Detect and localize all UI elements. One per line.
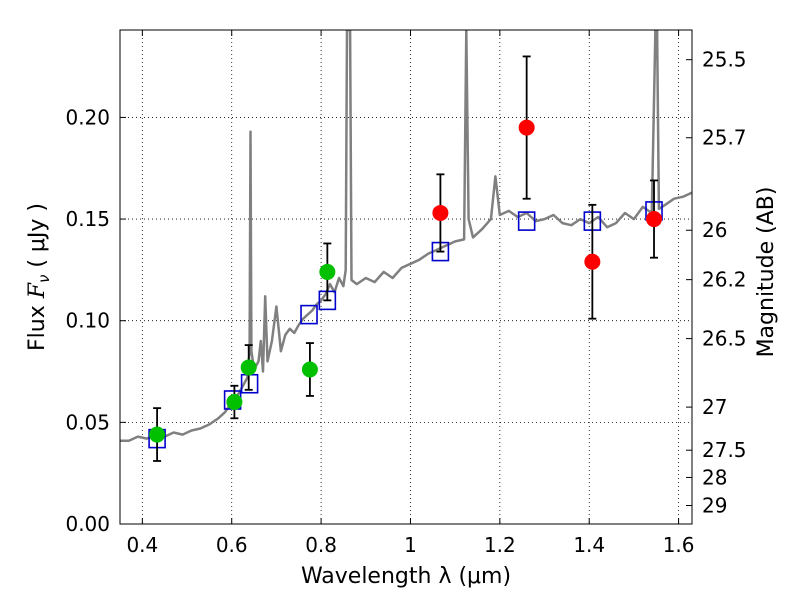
y2-tick-label: 27 <box>702 395 727 419</box>
y-label-symbol: F <box>25 282 50 299</box>
x-tick-label: 0.8 <box>305 533 337 557</box>
y2-tick-label: 27.5 <box>702 438 747 462</box>
y-tick-label: 0.10 <box>65 309 110 333</box>
x-axis-label: Wavelength λ (μm) <box>301 564 511 589</box>
y-label-unit: ( μJy ) <box>25 203 50 275</box>
spectrum-layer <box>120 30 692 442</box>
model-box <box>517 211 536 231</box>
y-tick-label: 0.20 <box>65 105 110 129</box>
plot-frame <box>119 29 693 525</box>
x-tick-label: 1.6 <box>663 533 695 557</box>
y2-tick-label: 26.2 <box>702 268 747 292</box>
y2-tick-label: 25.7 <box>702 126 747 150</box>
green-data-point <box>319 263 336 280</box>
x-tick-label: 0.4 <box>126 533 158 557</box>
y2-tick-label: 26 <box>702 218 727 242</box>
y2-tick-label: 25.5 <box>702 48 747 72</box>
x-tick-label: 1 <box>404 533 417 557</box>
x-tick-label: 1.4 <box>573 533 605 557</box>
red-data-point <box>518 119 535 136</box>
y2-tick-label: 26.5 <box>702 327 747 351</box>
y-label-subscript: ν <box>35 275 53 283</box>
model-box <box>300 304 318 325</box>
y2-axis-label: Magnitude (AB) <box>754 187 779 358</box>
green-data-point <box>149 426 166 443</box>
y-tick-label: 0.00 <box>65 512 110 536</box>
spectrum-line <box>120 30 692 442</box>
x-tick-label: 0.6 <box>216 533 248 557</box>
grid <box>120 30 692 524</box>
green-data-point <box>301 361 318 378</box>
y-tick-label: 0.15 <box>65 207 110 231</box>
y-tick-label: 0.05 <box>65 410 110 434</box>
marks-layer <box>148 55 663 462</box>
y-label-prefix: Flux <box>25 298 50 351</box>
red-data-point <box>584 253 601 270</box>
green-data-point <box>240 359 257 376</box>
red-data-point <box>432 204 449 221</box>
red-data-point <box>646 211 663 228</box>
y-axis-label: Flux Fν ( μJy ) <box>25 203 53 351</box>
y2-tick-label: 29 <box>702 494 727 518</box>
x-tick-label: 1.2 <box>484 533 516 557</box>
ticks-layer: 0.4 0.6 0.8 1 1.2 1.4 1.6 0.00 0.05 0.10 0.15 0.20 2… <box>65 30 747 557</box>
y2-tick-label: 28 <box>702 465 727 489</box>
green-data-point <box>226 394 243 411</box>
